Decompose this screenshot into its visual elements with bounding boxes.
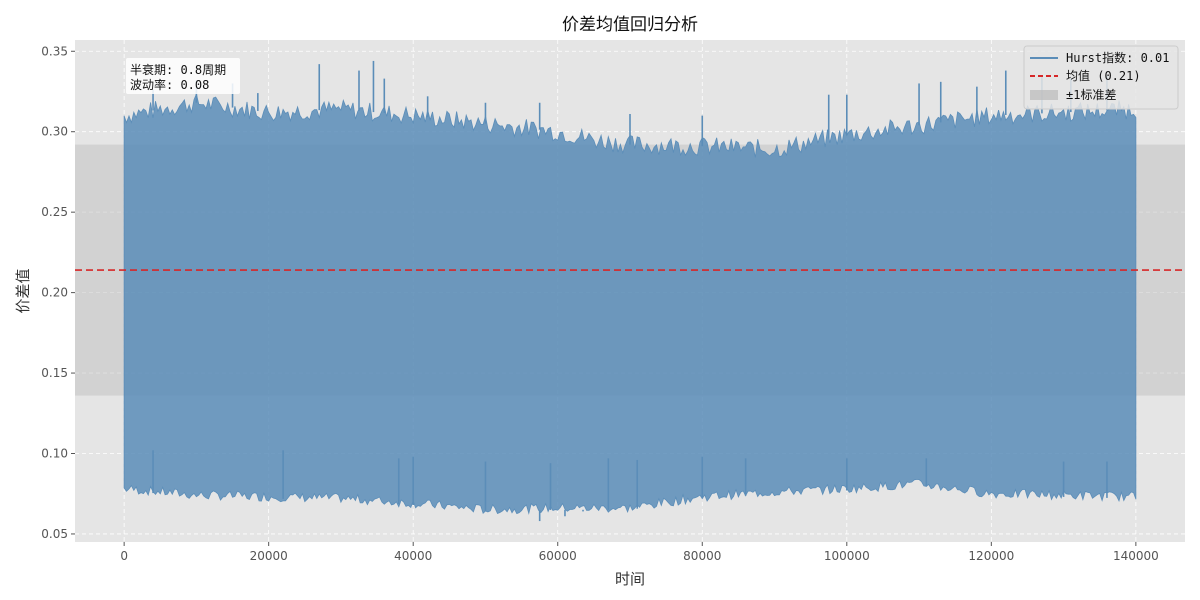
x-tick-label: 60000: [539, 549, 577, 563]
half-life-text: 半衰期: 0.8周期: [130, 62, 226, 77]
y-axis-label: 价差值: [14, 268, 32, 313]
y-tick-label: 0.30: [41, 125, 68, 139]
legend: Hurst指数: 0.01 均值 (0.21) ±1标准差: [1023, 45, 1179, 110]
y-tick-label: 0.15: [41, 366, 68, 380]
legend-label-series: Hurst指数: 0.01: [1066, 50, 1169, 65]
x-tick-label: 20000: [250, 549, 288, 563]
series-hurst: [123, 60, 1137, 522]
x-tick-label: 120000: [968, 549, 1014, 563]
stats-annotation: 半衰期: 0.8周期 波动率: 0.08: [126, 58, 240, 94]
x-tick-label: 100000: [824, 549, 870, 563]
x-tick-label: 140000: [1113, 549, 1159, 563]
axis-ticks: 0 20000 40000 60000 80000 100000 120000 140000 0…: [41, 44, 1158, 563]
chart-title: 价差均值回归分析: [562, 15, 698, 35]
y-tick-label: 0.25: [41, 205, 68, 219]
volatility-text: 波动率: 0.08: [130, 77, 209, 92]
x-tick-label: 0: [120, 549, 128, 563]
legend-background: [1023, 45, 1179, 110]
legend-label-mean: 均值 (0.21): [1066, 68, 1141, 83]
annotation-background: [126, 58, 240, 94]
y-tick-label: 0.35: [41, 44, 68, 58]
legend-label-band: ±1标准差: [1066, 88, 1116, 102]
x-axis-label: 时间: [615, 570, 645, 588]
x-tick-label: 80000: [683, 549, 721, 563]
y-tick-label: 0.10: [41, 447, 68, 461]
series-envelope: [123, 92, 1137, 515]
x-tick-label: 40000: [394, 549, 432, 563]
legend-swatch-band: [1030, 90, 1058, 100]
y-tick-label: 0.05: [41, 527, 68, 541]
y-tick-label: 0.20: [41, 286, 68, 300]
